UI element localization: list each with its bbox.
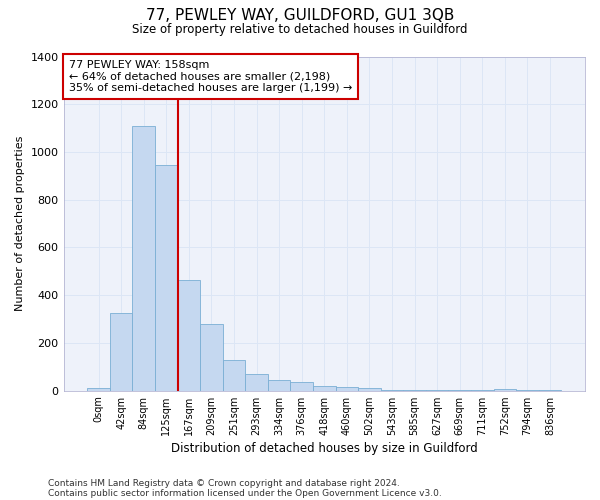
- Bar: [245, 374, 268, 390]
- Bar: [178, 280, 200, 390]
- Bar: [290, 382, 313, 390]
- Text: Size of property relative to detached houses in Guildford: Size of property relative to detached ho…: [132, 22, 468, 36]
- Bar: [87, 388, 110, 390]
- Text: 77 PEWLEY WAY: 158sqm
← 64% of detached houses are smaller (2,198)
35% of semi-d: 77 PEWLEY WAY: 158sqm ← 64% of detached …: [69, 60, 352, 93]
- Bar: [335, 386, 358, 390]
- Text: Contains public sector information licensed under the Open Government Licence v3: Contains public sector information licen…: [48, 488, 442, 498]
- Text: Contains HM Land Registry data © Crown copyright and database right 2024.: Contains HM Land Registry data © Crown c…: [48, 478, 400, 488]
- Bar: [200, 324, 223, 390]
- Bar: [155, 165, 178, 390]
- Y-axis label: Number of detached properties: Number of detached properties: [15, 136, 25, 312]
- Bar: [133, 126, 155, 390]
- Bar: [358, 388, 381, 390]
- X-axis label: Distribution of detached houses by size in Guildford: Distribution of detached houses by size …: [171, 442, 478, 455]
- Bar: [110, 313, 133, 390]
- Bar: [223, 360, 245, 390]
- Bar: [494, 389, 516, 390]
- Bar: [313, 386, 335, 390]
- Text: 77, PEWLEY WAY, GUILDFORD, GU1 3QB: 77, PEWLEY WAY, GUILDFORD, GU1 3QB: [146, 8, 454, 22]
- Bar: [268, 380, 290, 390]
